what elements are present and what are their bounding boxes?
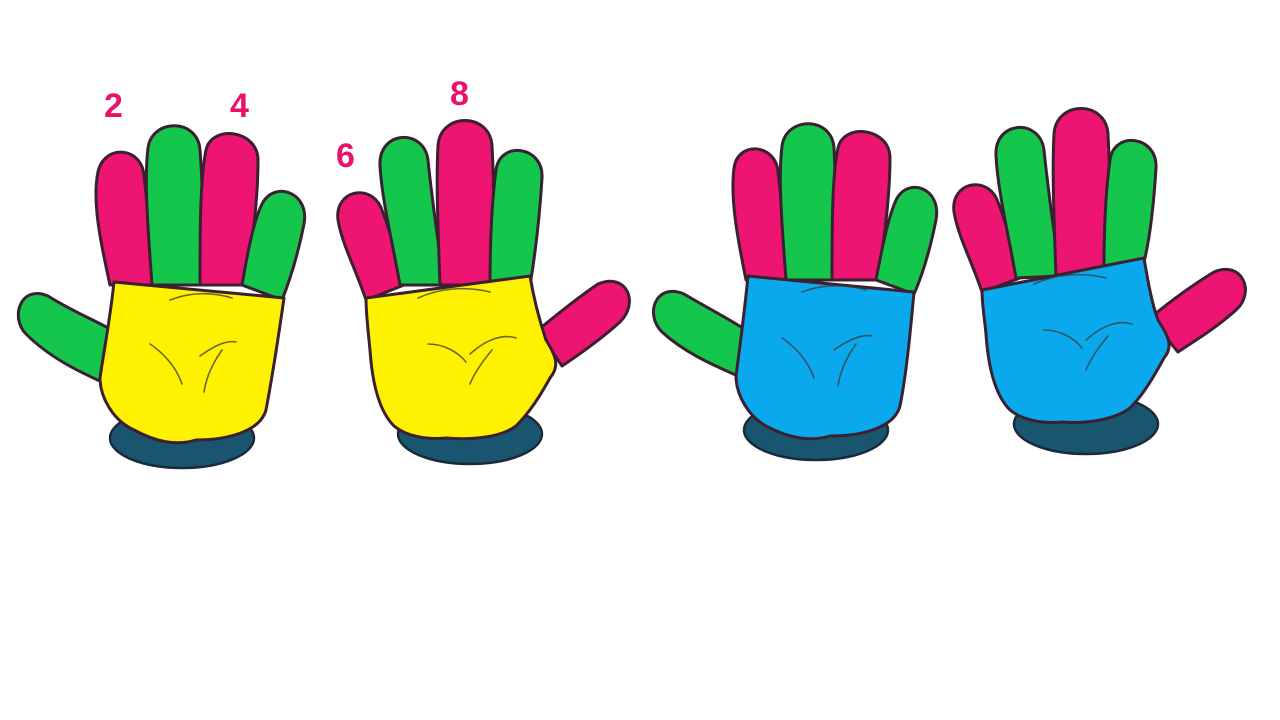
hand-4-index <box>1102 138 1158 270</box>
label-2: 2 <box>104 87 123 125</box>
hand-3-ring <box>778 122 838 282</box>
hand-4-ring <box>994 125 1062 280</box>
hand-4-middle <box>1051 107 1111 278</box>
hand-4 <box>952 107 1247 456</box>
label-6: 6 <box>336 137 355 175</box>
hand-3-thumb <box>652 290 748 378</box>
hand-3 <box>652 122 939 462</box>
hand-2-index <box>488 148 544 287</box>
hand-2-middle <box>435 119 496 287</box>
hand-3-index <box>874 185 939 296</box>
label-4: 4 <box>230 87 249 125</box>
hand-1-ring <box>144 124 206 287</box>
hand-4-palm <box>980 256 1171 424</box>
hand-3-palm <box>734 274 916 441</box>
hand-1-thumb <box>16 292 114 384</box>
label-8: 8 <box>450 75 469 113</box>
hand-1 <box>16 124 307 470</box>
hand-2 <box>336 119 631 466</box>
hand-2-thumb <box>536 279 631 368</box>
hand-4-thumb <box>1148 268 1247 354</box>
hand-1-palm <box>98 280 286 445</box>
hand-1-index <box>240 189 307 302</box>
